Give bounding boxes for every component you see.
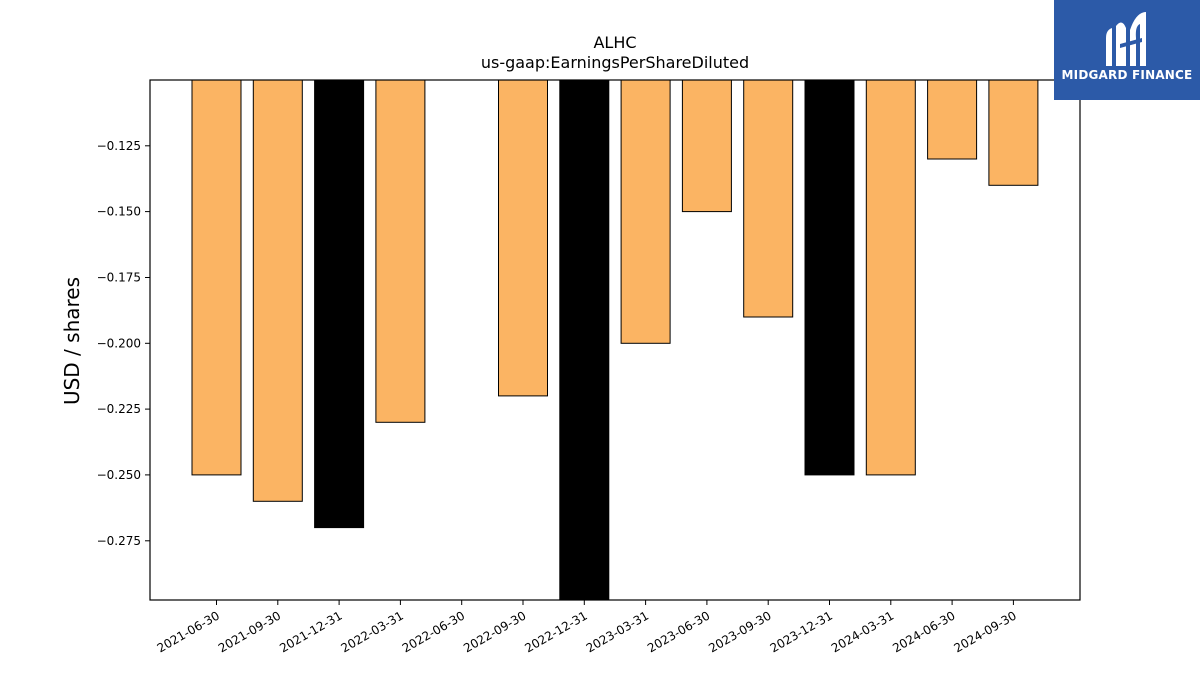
x-tick-label: 2022-09-30 xyxy=(461,608,528,655)
y-tick-label: −0.200 xyxy=(97,336,141,350)
bars-group xyxy=(191,79,1039,601)
y-tick-label: −0.275 xyxy=(97,534,141,548)
midgard-logo-icon xyxy=(1106,12,1146,67)
y-axis-label: USD / shares xyxy=(60,277,84,405)
y-tick-label: −0.225 xyxy=(97,402,141,416)
x-tick-label: 2024-03-31 xyxy=(829,608,896,655)
y-tick-label: −0.250 xyxy=(97,468,141,482)
bar-2023-03-31 xyxy=(620,79,671,344)
y-tick-label: −0.150 xyxy=(97,205,141,219)
x-ticks-group: 2021-06-302021-09-302021-12-312022-03-31… xyxy=(155,600,1019,655)
bar-2022-12-31 xyxy=(559,79,610,601)
x-tick-label: 2021-06-30 xyxy=(155,608,222,655)
bar-2021-09-30 xyxy=(252,79,303,502)
x-tick-label: 2023-03-31 xyxy=(584,608,651,655)
brand-logo: MIDGARD FINANCE xyxy=(1054,0,1200,100)
y-ticks-group: −0.125 −0.150 −0.175 −0.200 −0.225 −0.250 −0.2… xyxy=(97,139,150,548)
bar-2022-09-30 xyxy=(498,79,548,397)
bar-2024-03-31 xyxy=(865,79,916,476)
bar-2023-12-31 xyxy=(804,79,855,476)
bar-2024-06-30 xyxy=(927,79,978,160)
x-tick-label: 2021-09-30 xyxy=(216,608,283,655)
y-tick-label: −0.175 xyxy=(97,271,141,285)
y-tick-label: −0.125 xyxy=(97,139,141,153)
bar-2021-06-30 xyxy=(191,79,242,476)
x-tick-label: 2024-06-30 xyxy=(890,608,957,655)
plot-frame xyxy=(149,79,1081,601)
x-tick-label: 2023-12-31 xyxy=(768,608,835,655)
x-tick-label: 2022-06-30 xyxy=(400,608,467,655)
chart-title: ALHC xyxy=(593,33,636,52)
chart-subtitle: us-gaap:EarningsPerShareDiluted xyxy=(481,53,749,72)
bar-2023-09-30 xyxy=(743,79,794,318)
x-tick-label: 2023-06-30 xyxy=(645,608,712,655)
bar-2024-09-30 xyxy=(988,79,1039,186)
bar-2023-06-30 xyxy=(681,79,732,213)
brand-name: MIDGARD FINANCE xyxy=(1061,68,1193,82)
x-tick-label: 2022-03-31 xyxy=(338,608,405,655)
x-tick-label: 2024-09-30 xyxy=(951,608,1018,655)
bar-2022-03-31 xyxy=(375,79,426,423)
bar-2021-12-31 xyxy=(314,79,365,529)
x-tick-label: 2022-12-31 xyxy=(522,608,589,655)
x-tick-label: 2021-12-31 xyxy=(277,608,344,655)
x-tick-label: 2023-09-30 xyxy=(706,608,773,655)
